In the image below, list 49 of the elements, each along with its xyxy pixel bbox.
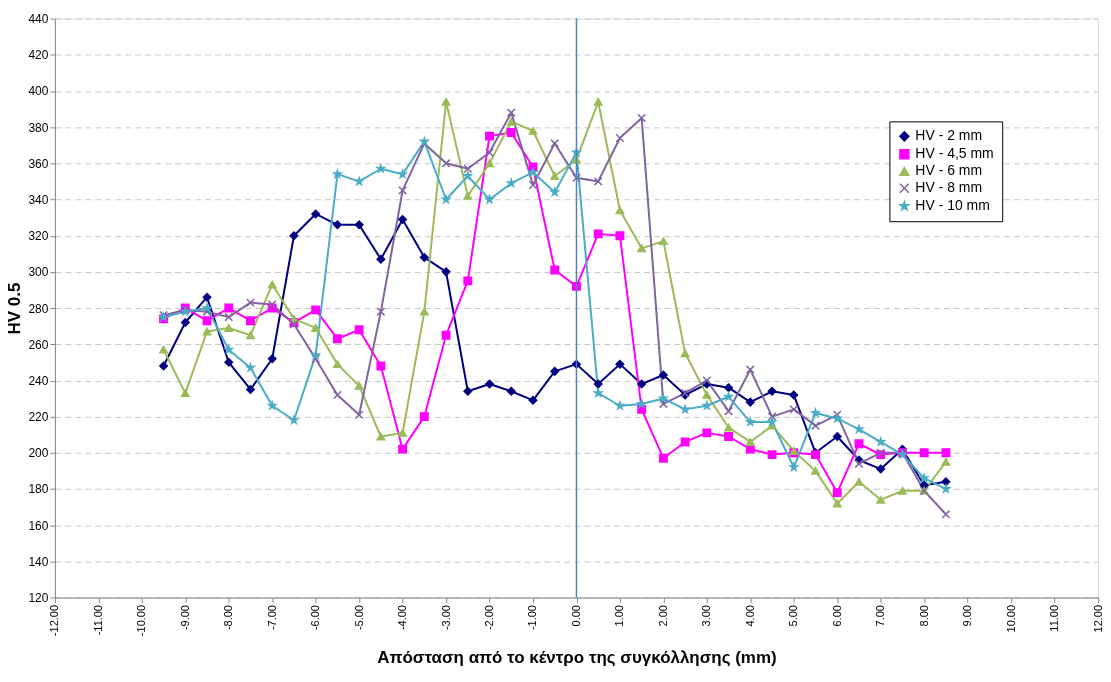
x-tick-label: 4.00: [743, 605, 756, 627]
x-tick-label: -12.00: [48, 605, 61, 637]
y-tick-label: 420: [28, 48, 49, 63]
y-tick-label: 180: [28, 482, 49, 497]
y-tick-label: 360: [28, 156, 49, 171]
x-tick-label: -8.00: [222, 605, 235, 631]
x-tick-label: -10.00: [135, 605, 148, 637]
x-tick-label: -6.00: [309, 605, 322, 631]
legend-label: HV - 8 mm: [915, 179, 983, 196]
y-tick-label: 220: [28, 410, 49, 425]
x-tick-label: 3.00: [700, 605, 713, 627]
x-tick-label: 2.00: [656, 605, 669, 627]
x-tick-label: -5.00: [352, 605, 365, 631]
y-tick-label: 340: [28, 192, 49, 207]
x-tick-label: 9.00: [961, 605, 974, 627]
y-tick-label: 400: [28, 84, 49, 99]
y-tick-label: 160: [28, 518, 49, 533]
legend-label: HV - 10 mm: [915, 197, 990, 214]
y-tick-label: 280: [28, 301, 49, 316]
x-tick-label: 0.00: [569, 605, 582, 627]
x-tick-label: -1.00: [526, 605, 539, 631]
x-tick-label: -3.00: [439, 605, 452, 631]
x-tick-label: 10.00: [1004, 605, 1017, 633]
x-tick-label: -11.00: [91, 605, 104, 636]
x-tick-label: -4.00: [396, 605, 409, 631]
legend-label: HV - 4,5 mm: [915, 145, 994, 162]
x-tick-label: 11.00: [1048, 605, 1061, 632]
x-tick-label: 1.00: [613, 605, 626, 627]
y-tick-label: 120: [28, 591, 49, 606]
y-tick-label: 260: [28, 337, 49, 352]
y-tick-label: 320: [28, 229, 49, 244]
legend-label: HV - 6 mm: [915, 162, 983, 179]
x-tick-label: -7.00: [265, 605, 278, 631]
x-axis-title: Απόσταση από το κέντρο της συγκόλλησης (mm): [377, 648, 777, 668]
x-tick-label: -2.00: [483, 605, 496, 631]
y-axis-title: HV 0.5: [5, 282, 25, 335]
y-tick-label: 240: [28, 373, 49, 388]
y-tick-label: 300: [28, 265, 49, 280]
x-tick-label: 6.00: [830, 605, 843, 627]
y-tick-label: 440: [28, 12, 49, 27]
y-tick-label: 380: [28, 120, 49, 135]
y-tick-label: 140: [28, 554, 49, 569]
x-tick-label: 5.00: [787, 605, 800, 627]
x-tick-label: 7.00: [874, 605, 887, 627]
y-tick-label: 200: [28, 446, 49, 461]
x-tick-label: 8.00: [917, 605, 930, 627]
legend-label: HV - 2 mm: [915, 127, 983, 144]
x-tick-label: -9.00: [178, 605, 191, 631]
x-tick-label: 12.00: [1091, 605, 1104, 633]
